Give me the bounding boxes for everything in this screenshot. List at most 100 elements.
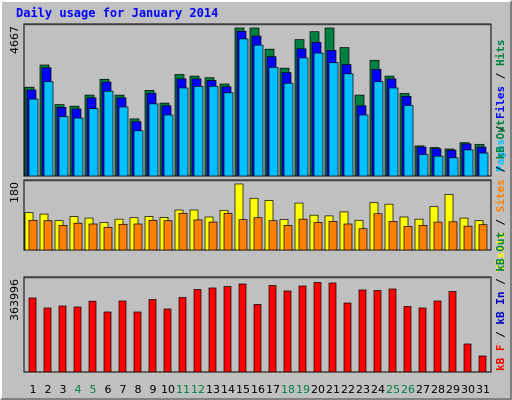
x-tick-label: 19 [296,383,310,396]
bar-sites-day-28 [433,221,443,251]
x-tick-label: 29 [446,383,460,396]
bar-kbf-day-5 [88,300,97,373]
bar-sites-day-30 [463,225,473,251]
bar-pages-day-16 [253,44,264,177]
x-tick-label: 6 [105,383,112,396]
legend-separator: / [494,66,507,86]
bar-sites-day-15 [238,219,248,251]
x-tick-label: 2 [45,383,52,396]
x-tick-label: 22 [341,383,355,396]
bar-pages-day-3 [58,116,69,177]
bar-sites-day-12 [193,219,203,251]
bar-sites-day-23 [358,228,368,251]
bar-pages-day-27 [418,154,429,177]
bar-pages-day-26 [403,105,414,177]
x-tick-label: 13 [206,383,220,396]
bar-kbf-day-15 [238,283,247,373]
bar-sites-day-3 [58,225,68,251]
x-tick-label: 31 [476,383,490,396]
bar-sites-day-5 [88,223,98,251]
legend-entry: kB F [494,345,507,372]
bar-pages-day-9 [148,103,159,177]
bar-pages-day-6 [103,90,114,177]
bar-pages-day-28 [433,155,444,177]
x-tick-label: 26 [401,383,415,396]
bar-pages-day-7 [118,106,129,177]
bar-pages-day-14 [223,92,234,177]
bar-sites-day-27 [418,225,428,251]
legend-entry: Hits [494,40,507,67]
x-tick-label: 24 [371,383,385,396]
bar-pages-day-12 [193,86,204,177]
bar-kbf-day-18 [283,290,292,373]
bar-pages-day-11 [178,87,189,177]
legend-entry: kB Out [494,120,507,160]
bar-pages-day-29 [448,157,459,177]
bar-kbf-day-25 [388,288,397,373]
bar-kbf-day-30 [463,343,472,373]
bar-kbf-day-17 [268,285,277,373]
bar-sites-day-8 [133,223,143,251]
bar-kbf-day-3 [58,305,67,373]
bar-kbf-day-24 [373,290,382,373]
x-tick-label: 27 [416,383,430,396]
bar-sites-day-21 [328,221,338,251]
bar-pages-day-30 [463,149,474,177]
bar-kbf-day-11 [178,297,187,373]
x-tick-label: 3 [60,383,67,396]
bar-kbf-day-26 [403,306,412,373]
x-tick-label: 4 [75,383,82,396]
bar-pages-day-2 [43,81,54,177]
bar-pages-day-22 [343,73,354,177]
bar-sites-day-26 [403,226,413,251]
bar-pages-day-13 [208,86,219,177]
bar-kbf-day-31 [478,355,487,373]
bar-pages-day-21 [328,62,339,177]
bar-pages-day-10 [163,114,174,177]
bar-kbf-day-23 [358,289,367,373]
bar-sites-day-4 [73,222,83,251]
y-max-label: 4667 [8,26,21,54]
bar-kbf-day-28 [433,300,442,373]
bar-kbf-day-16 [253,304,262,373]
bar-sites-day-29 [448,221,458,251]
bar-kbf-day-19 [298,285,307,373]
legend-separator: / [494,119,507,139]
bar-sites-day-11 [178,212,188,251]
bar-sites-day-9 [148,219,158,251]
bar-pages-day-17 [268,67,279,177]
y-legend-2: Visits / Sites / kB Out [494,120,507,272]
x-tick-label: 14 [221,383,235,396]
bar-sites-day-25 [388,221,398,251]
legend-entry: Pages [494,139,507,172]
bar-pages-day-25 [388,87,399,177]
bar-kbf-day-29 [448,291,457,373]
bar-kbf-day-27 [418,307,427,373]
bar-kbf-day-14 [223,286,232,373]
y-max-label: 363996 [8,279,21,321]
bar-sites-day-24 [373,213,383,251]
bar-sites-day-16 [253,217,263,251]
bar-kbf-day-9 [148,299,157,373]
bar-kbf-day-21 [328,282,337,373]
bar-sites-day-31 [478,224,488,251]
bar-kbf-day-8 [133,311,142,373]
x-tick-label: 28 [431,383,445,396]
chart-title: Daily usage for January 2014 [16,6,219,20]
bar-pages-day-4 [73,117,84,177]
legend-entry: Files [494,86,507,119]
x-tick-label: 18 [281,383,295,396]
y-max-label: 180 [8,182,21,203]
x-tick-label: 10 [161,383,175,396]
bar-pages-day-31 [478,152,489,177]
legend-entry: kB Out [494,232,507,272]
y-legend-3: kB F / kB In / kB Out [494,232,507,371]
bar-sites-day-17 [268,220,278,251]
bar-kbf-day-10 [163,308,172,373]
legend-entry: Visits [494,232,507,272]
bar-pages-day-19 [298,57,309,177]
x-tick-label: 17 [266,383,280,396]
x-tick-label: 20 [311,383,325,396]
x-tick-label: 21 [326,383,340,396]
x-tick-label: 5 [90,383,97,396]
